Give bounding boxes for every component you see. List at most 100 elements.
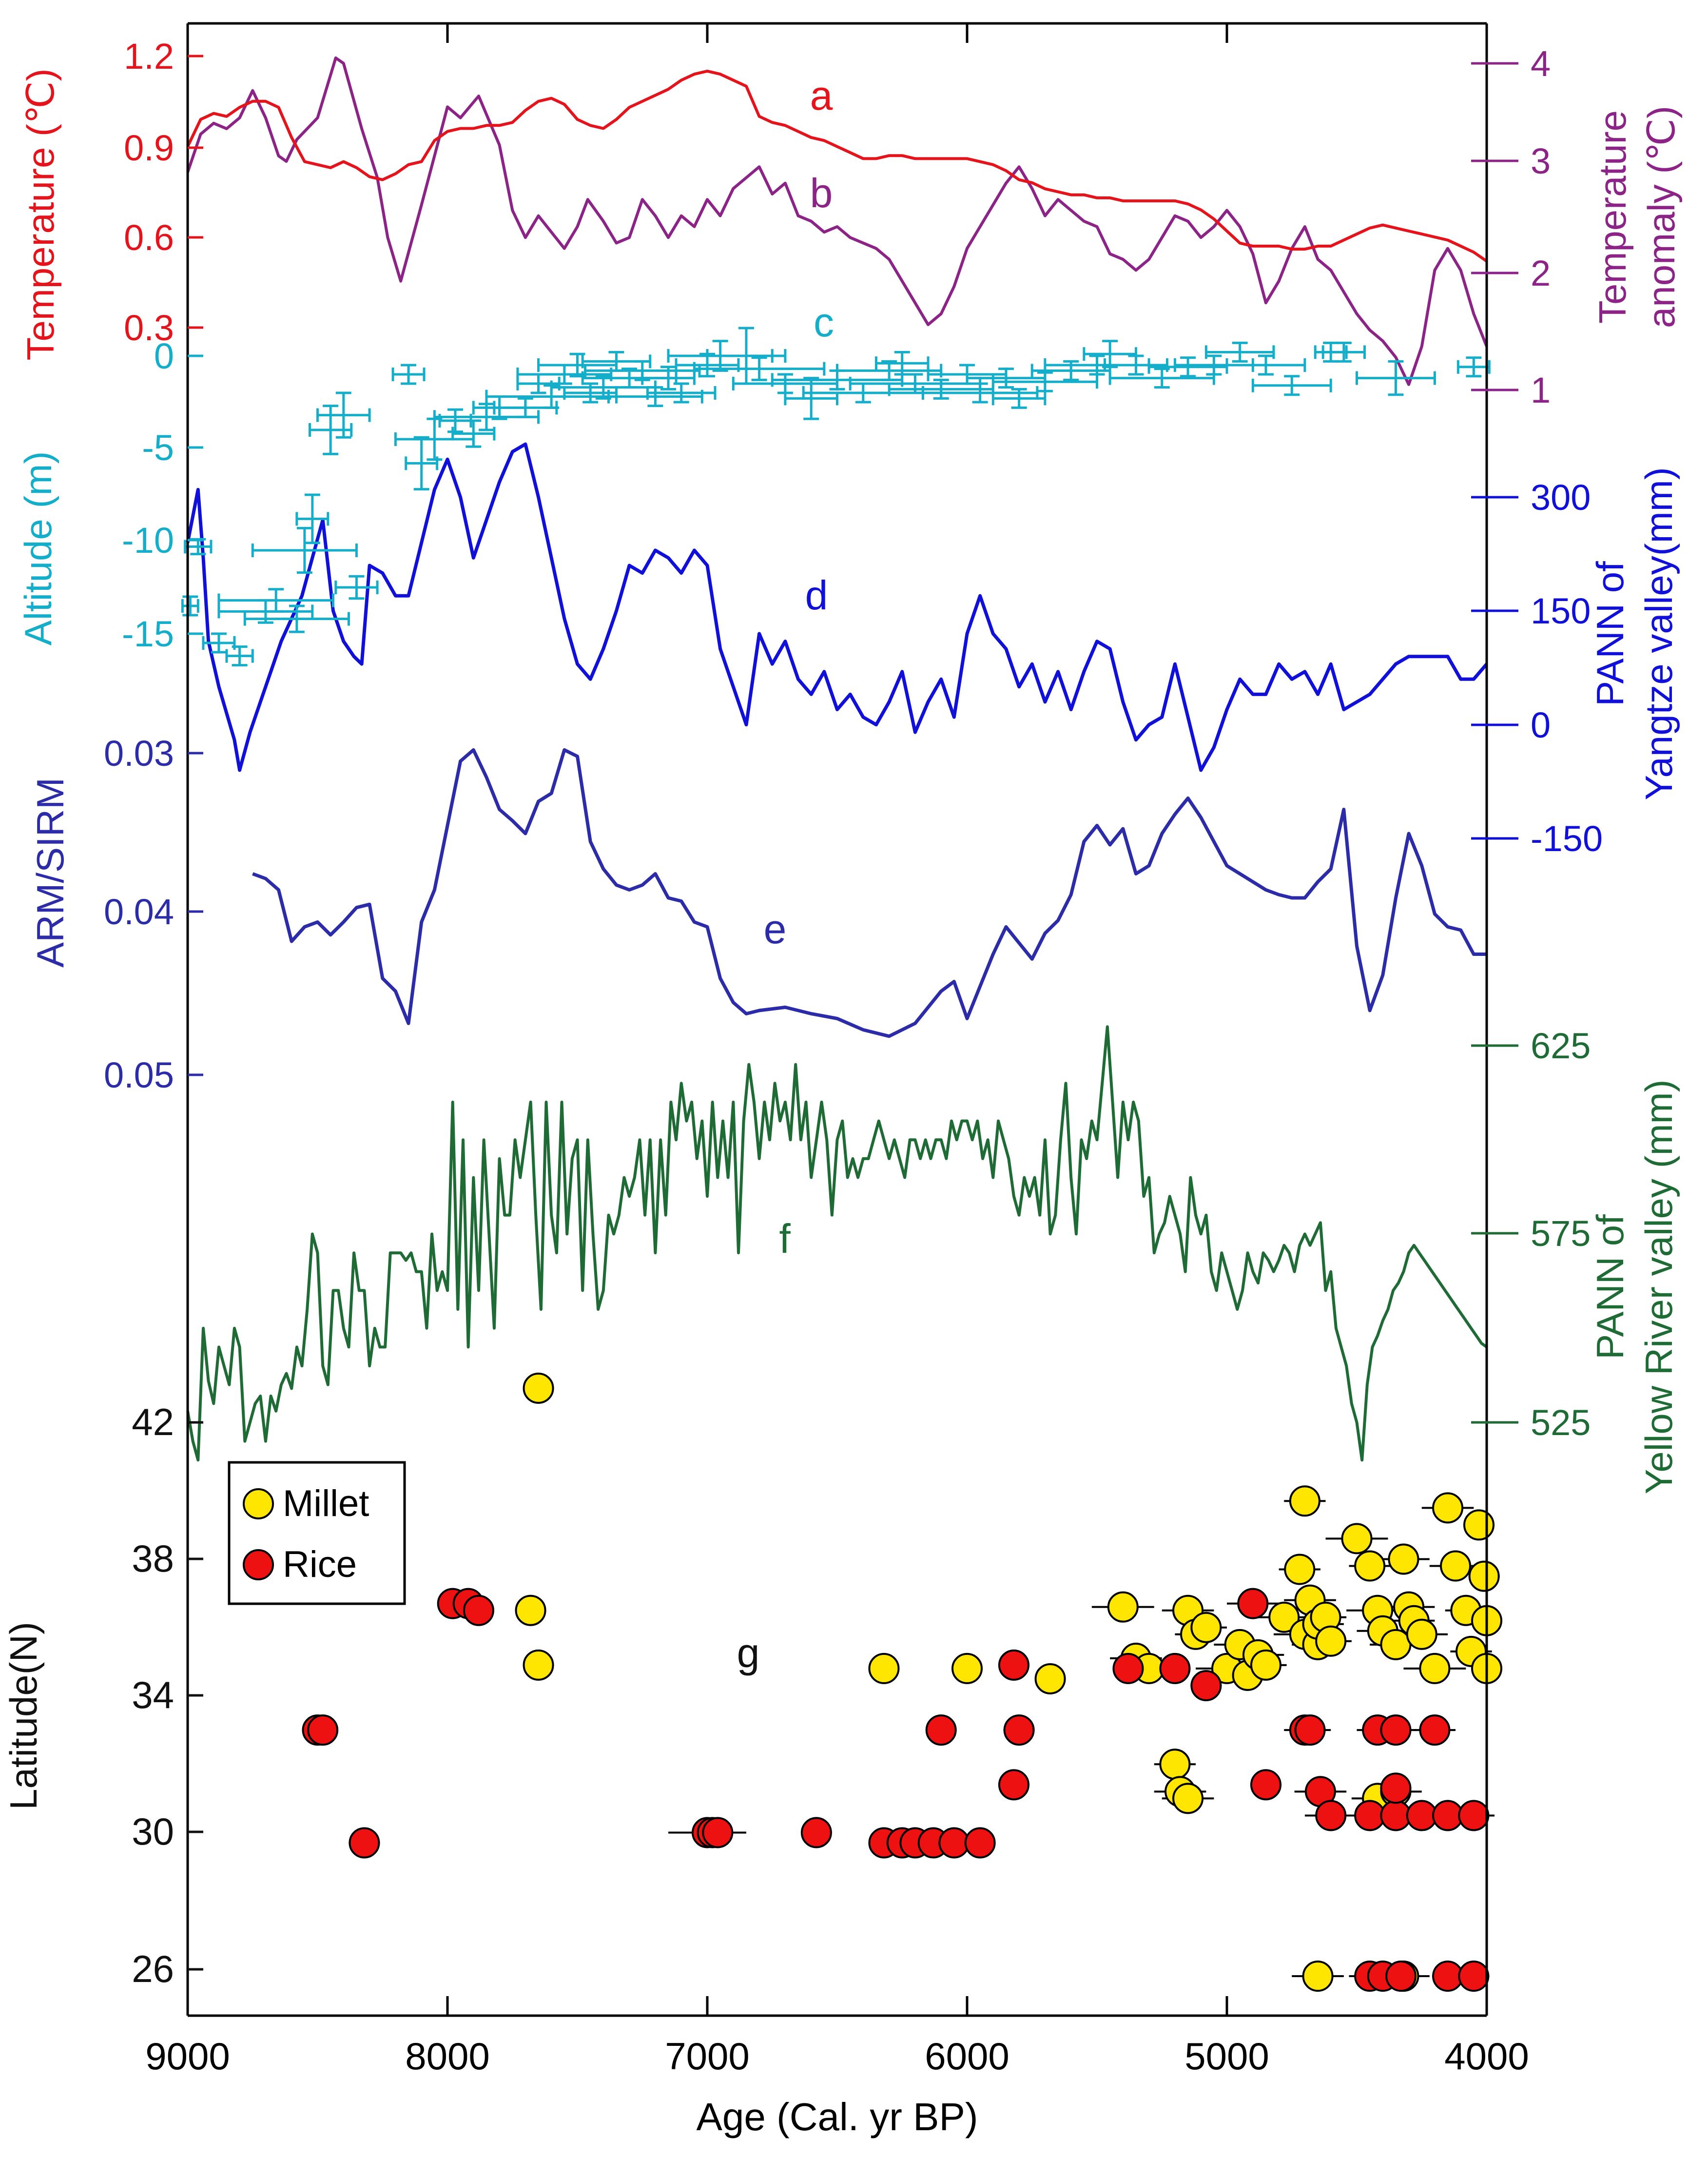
rice-point	[1190, 1670, 1222, 1701]
millet-point	[1172, 1783, 1204, 1814]
y-label-pann-yellow-1: PANN of	[1589, 1214, 1631, 1360]
altitude-point	[1083, 340, 1137, 369]
rice-point	[1380, 1800, 1412, 1831]
millet-point	[1284, 1554, 1316, 1585]
panel-label-f: f	[779, 1216, 791, 1262]
panel-label-d: d	[805, 572, 828, 618]
altitude-point	[1456, 356, 1491, 378]
altitude-point	[784, 377, 838, 420]
panel-label-c: c	[814, 299, 834, 345]
millet-point	[523, 1649, 554, 1681]
altitude-point	[1251, 375, 1332, 396]
y-tick-label-e: 0.05	[104, 1055, 174, 1095]
rice-point	[1385, 1961, 1417, 1992]
y-tick-label-b: 2	[1531, 253, 1551, 293]
millet-point	[1159, 1749, 1191, 1780]
altitude-point	[334, 575, 379, 600]
series-lines	[186, 56, 1488, 1462]
altitude-point	[1321, 341, 1366, 363]
altitude-point	[181, 595, 199, 617]
panel-label-e: e	[764, 906, 787, 952]
altitude-point	[295, 493, 330, 544]
y-tick-label-g: 26	[132, 1947, 174, 1990]
millet-point	[515, 1594, 546, 1626]
altitude-point	[641, 366, 696, 390]
y-tick-label-d: 300	[1531, 477, 1591, 518]
altitude-point	[991, 371, 1098, 392]
legend-millet-label: Millet	[283, 1483, 369, 1524]
rice-point	[998, 1769, 1029, 1801]
millet-point	[1341, 1523, 1373, 1555]
y-label-altitude: Altitude (m)	[17, 451, 59, 646]
y-tick-label-c: 0	[154, 336, 174, 376]
y-label-arm-sirm: ARM/SIRM	[29, 777, 72, 968]
millet-point	[1190, 1612, 1222, 1643]
rice-point	[925, 1714, 957, 1746]
rice-point	[1315, 1800, 1347, 1831]
panel-label-a: a	[810, 73, 833, 118]
x-tick-label: 9000	[145, 2035, 230, 2078]
altitude-point	[1108, 368, 1215, 389]
y-label-anomaly-2: anomaly (℃)	[1640, 106, 1683, 328]
millet-point	[1302, 1961, 1334, 1992]
altitude-point	[1225, 354, 1306, 376]
series-line-f	[186, 1025, 1488, 1462]
legend-rice-label: Rice	[283, 1544, 357, 1585]
legend-millet-marker	[243, 1488, 274, 1519]
millet-point	[1250, 1649, 1281, 1681]
rice-point	[1250, 1769, 1281, 1801]
y-label-temperature: Temperature (℃)	[19, 68, 62, 360]
altitude-point	[991, 388, 1047, 409]
altitude-point	[607, 386, 703, 408]
y-label-anomaly-1: Temperature	[1591, 110, 1634, 324]
altitude-point	[391, 364, 426, 385]
x-axis-label: Age (Cal. yr BP)	[697, 2095, 978, 2138]
altitude-point	[217, 588, 334, 613]
y-tick-label-g: 42	[132, 1400, 174, 1443]
y-tick-label-f: 625	[1531, 1026, 1591, 1066]
y-label-pann-yangtze-1: PANN of	[1589, 561, 1631, 706]
rice-point	[702, 1817, 734, 1848]
series-line-e	[252, 748, 1487, 1038]
rice-point	[1159, 1652, 1191, 1684]
altitude-point	[184, 538, 213, 556]
rice-point	[1458, 1800, 1490, 1831]
y-tick-label-e: 0.04	[104, 892, 174, 932]
millet-point	[1315, 1625, 1347, 1657]
y-tick-label-a: 0.3	[124, 308, 174, 348]
millet-point	[1268, 1601, 1300, 1633]
millet-point	[1034, 1663, 1066, 1694]
rice-point	[1237, 1588, 1269, 1619]
y-tick-label-d: 0	[1531, 705, 1551, 745]
panel-label-b: b	[810, 170, 833, 216]
y-label-latitude: Latitude(N)	[2, 1622, 45, 1810]
rice-point	[1380, 1714, 1412, 1746]
rice-point	[1406, 1800, 1437, 1831]
x-tick-label: 6000	[925, 2035, 1009, 2078]
rice-point	[349, 1827, 380, 1859]
y-tick-label-g: 38	[132, 1537, 174, 1580]
data-points	[302, 1372, 1502, 1992]
y-tick-label-b: 4	[1531, 43, 1551, 84]
rice-point	[1432, 1961, 1464, 1992]
rice-point	[800, 1817, 832, 1848]
millet-point	[868, 1652, 900, 1684]
y-tick-label-c: -10	[122, 520, 174, 561]
altitude-point	[1356, 360, 1436, 396]
altitude-point	[405, 436, 439, 491]
millet-point	[1289, 1485, 1320, 1517]
rice-point	[1354, 1800, 1386, 1831]
y-label-pann-yangtze-2: Yangtze valley(mm)	[1637, 467, 1680, 800]
altitude-point	[251, 526, 358, 574]
y-tick-label-f: 575	[1531, 1213, 1591, 1254]
millet-point	[1440, 1550, 1472, 1582]
millet-point	[1463, 1509, 1495, 1541]
legend: Millet Rice	[228, 1461, 406, 1605]
altitude-point	[966, 368, 1047, 389]
rice-point	[998, 1649, 1029, 1681]
altitude-point	[1103, 354, 1168, 376]
millet-point	[1107, 1591, 1139, 1623]
y-tick-label-a: 0.6	[124, 217, 174, 258]
rice-point	[1419, 1714, 1451, 1746]
